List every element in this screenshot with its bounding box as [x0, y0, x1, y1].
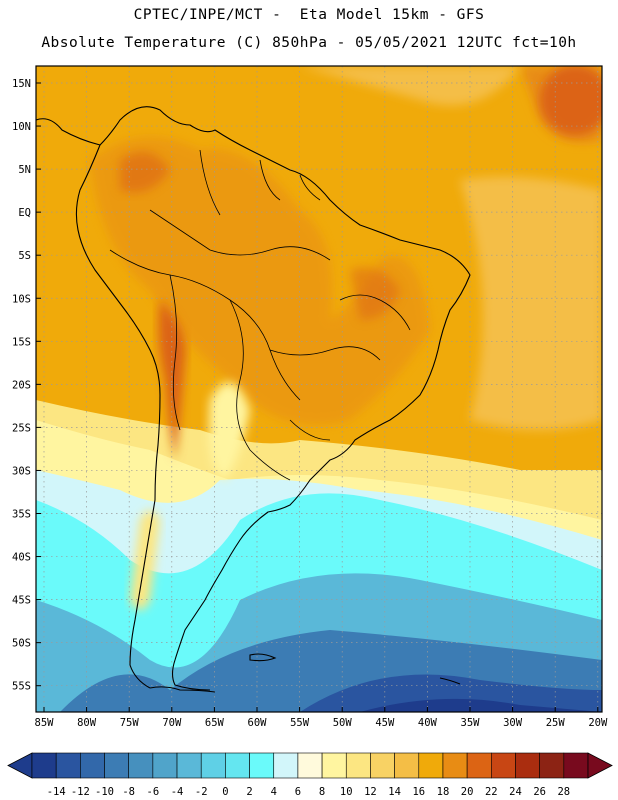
longitude-label: 30W [503, 717, 523, 729]
colorbar-swatch [152, 752, 178, 779]
colorbar-swatch [249, 752, 275, 779]
colorbar-swatch [273, 752, 299, 779]
colorbar-label: 4 [271, 786, 277, 798]
longitude-label: 35W [461, 717, 481, 729]
colorbar-swatch [442, 752, 468, 779]
colorbar-swatch [563, 752, 589, 779]
latitude-label: 35S [12, 509, 31, 521]
longitude-label: 50W [333, 717, 353, 729]
colorbar-swatch [200, 752, 226, 779]
longitude-label: 65W [205, 717, 225, 729]
colorbar-label: 10 [340, 786, 353, 798]
colorbar-swatch [297, 752, 323, 779]
colorbar-swatch [176, 752, 202, 779]
colorbar-swatch [321, 752, 347, 779]
coastline [36, 106, 471, 693]
latitude-label: 10N [12, 121, 31, 133]
colorbar-swatch [80, 752, 105, 779]
latitude-label: EQ [18, 207, 31, 219]
colorbar-label: -14 [47, 786, 66, 798]
longitude-labels: 85W 80W 75W 70W 65W 60W 55W 50W 45W 40W 35W 30W 25W 2… [35, 707, 608, 729]
latitude-label: 10S [12, 293, 31, 305]
colorbar-swatch [31, 752, 57, 779]
longitude-label: 80W [77, 717, 97, 729]
colorbar-label: 8 [319, 786, 325, 798]
colorbar: -14 -12 -10 -8 -6 -4 -2 0 2 4 6 8 10 12 14 16 18 20 22 24 26… [7, 752, 613, 798]
colorbar-swatch [345, 752, 371, 779]
latitude-labels: 15N 10N 5N EQ 5S 10S 15S 20S 25S 30S 35S 40S 45S 50S 5… [12, 78, 41, 693]
latitude-label: 20S [12, 379, 31, 391]
latitude-label: 40S [12, 552, 31, 564]
colorbar-swatch [539, 752, 565, 779]
chart-title-line2: Absolute Temperature (C) 850hPa - 05/05/… [41, 35, 577, 51]
latitude-label: 5N [18, 164, 31, 176]
latitude-label: 50S [12, 638, 31, 650]
map-frame [35, 65, 603, 713]
colorbar-label: 20 [461, 786, 474, 798]
colorbar-swatch [466, 752, 492, 779]
longitude-label: 20W [588, 717, 608, 729]
colorbar-label: 6 [295, 786, 301, 798]
latitude-label: 15S [12, 336, 31, 348]
temperature-field [36, 66, 602, 712]
latitude-label: 15N [12, 78, 31, 90]
longitude-label: 70W [162, 717, 182, 729]
colorbar-label: 22 [485, 786, 498, 798]
colorbar-swatch [418, 752, 444, 779]
longitude-label: 40W [418, 717, 438, 729]
colorbar-label: 16 [412, 786, 425, 798]
latitude-label: 25S [12, 422, 31, 434]
colorbar-swatch [515, 752, 540, 779]
country-borders [109, 149, 411, 481]
latitude-label: 5S [18, 250, 31, 262]
colorbar-arrow-low [7, 752, 33, 779]
colorbar-label: -12 [71, 786, 90, 798]
latitude-label: 45S [12, 595, 31, 607]
colorbar-swatch [370, 752, 395, 779]
colorbar-label: -10 [95, 786, 114, 798]
colorbar-label: 0 [222, 786, 228, 798]
colorbar-label: -6 [147, 786, 160, 798]
chart-title-line1: CPTEC/INPE/MCT - Eta Model 15km - GFS [133, 7, 485, 23]
longitude-label: 45W [375, 717, 395, 729]
longitude-label: 60W [248, 717, 268, 729]
colorbar-swatch [55, 752, 81, 779]
colorbar-label: 2 [246, 786, 252, 798]
longitude-label: 25W [546, 717, 566, 729]
colorbar-label: 26 [533, 786, 546, 798]
latitude-label: 55S [12, 681, 31, 693]
colorbar-label: 12 [364, 786, 377, 798]
colorbar-label: -2 [195, 786, 208, 798]
longitude-label: 55W [290, 717, 310, 729]
colorbar-swatch [128, 752, 154, 779]
colorbar-swatch [491, 752, 516, 779]
colorbar-label: 14 [388, 786, 401, 798]
colorbar-label: 18 [437, 786, 450, 798]
longitude-label: 85W [35, 717, 55, 729]
colorbar-swatch [225, 752, 250, 779]
colorbar-label: 28 [557, 786, 570, 798]
colorbar-label: 24 [509, 786, 522, 798]
colorbar-swatch [104, 752, 129, 779]
latitude-label: 30S [12, 465, 31, 477]
colorbar-label: -4 [171, 786, 184, 798]
colorbar-swatch [394, 752, 420, 779]
colorbar-arrow-high [587, 752, 613, 779]
longitude-label: 75W [120, 717, 140, 729]
colorbar-label: -8 [122, 786, 135, 798]
